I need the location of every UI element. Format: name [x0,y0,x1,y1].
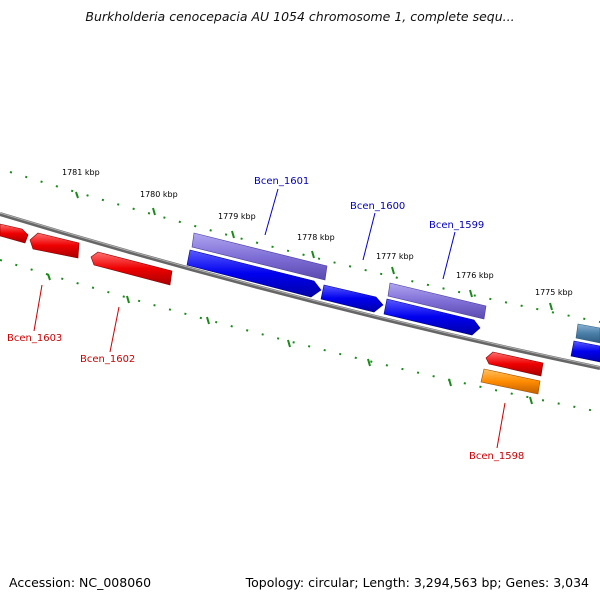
reverse-labels: Bcen_1603 Bcen_1602 Bcen_1598 [7,284,524,462]
backbone-highlight [0,212,600,368]
scale-label: 1781 kbp [62,168,100,177]
scale-label: 1775 kbp [535,288,573,297]
genome-summary-text: Topology: circular; Length: 3,294,563 bp… [245,575,589,590]
forward-cds-features[interactable] [186,249,600,363]
cds-feature-right-edge[interactable] [570,340,600,363]
backbone-line [0,212,600,370]
cds-feature-bcen-1601[interactable] [186,249,322,298]
upper-tick-ring [9,171,600,323]
scale-label: 1780 kbp [140,190,178,199]
gene-label-bcen-1602[interactable]: Bcen_1602 [80,354,135,365]
cds-feature-bcen-1600[interactable] [320,284,384,313]
scale-label: 1778 kbp [297,233,335,242]
cds-feature-bcen-1602[interactable] [90,251,173,286]
cds-feature-bcen-1603[interactable] [29,232,80,259]
scale-labels: 1781 kbp 1780 kbp 1779 kbp 1778 kbp 1777… [62,168,573,297]
accession-text: Accession: NC_008060 [9,575,152,590]
gene-label-bcen-1599[interactable]: Bcen_1599 [429,220,484,231]
reverse-cds-features[interactable] [0,223,544,395]
scale-label: 1777 kbp [376,252,414,261]
gene-feature-teal[interactable] [575,323,600,344]
scale-label: 1776 kbp [456,271,494,280]
forward-labels: Bcen_1601 Bcen_1600 Bcen_1599 [254,176,484,280]
forward-gene-features[interactable] [191,232,600,344]
gene-feature-bcen-1599[interactable] [387,282,487,320]
map-title: Burkholderia cenocepacia AU 1054 chromos… [85,9,515,24]
gene-label-bcen-1598[interactable]: Bcen_1598 [469,451,524,462]
gene-label-bcen-1601[interactable]: Bcen_1601 [254,176,309,187]
gene-label-bcen-1600[interactable]: Bcen_1600 [350,201,405,212]
lower-tick-ring [0,259,600,413]
gene-label-bcen-1603[interactable]: Bcen_1603 [7,333,62,344]
gene-feature-bcen-1601[interactable] [191,232,328,281]
cds-feature-bcen-1599[interactable] [383,298,481,336]
cds-feature-left-edge[interactable] [0,223,29,244]
cds-feature-bcen-1598[interactable] [485,351,544,377]
scale-label: 1779 kbp [218,212,256,221]
gene-feature-bcen-1598[interactable] [480,368,541,395]
